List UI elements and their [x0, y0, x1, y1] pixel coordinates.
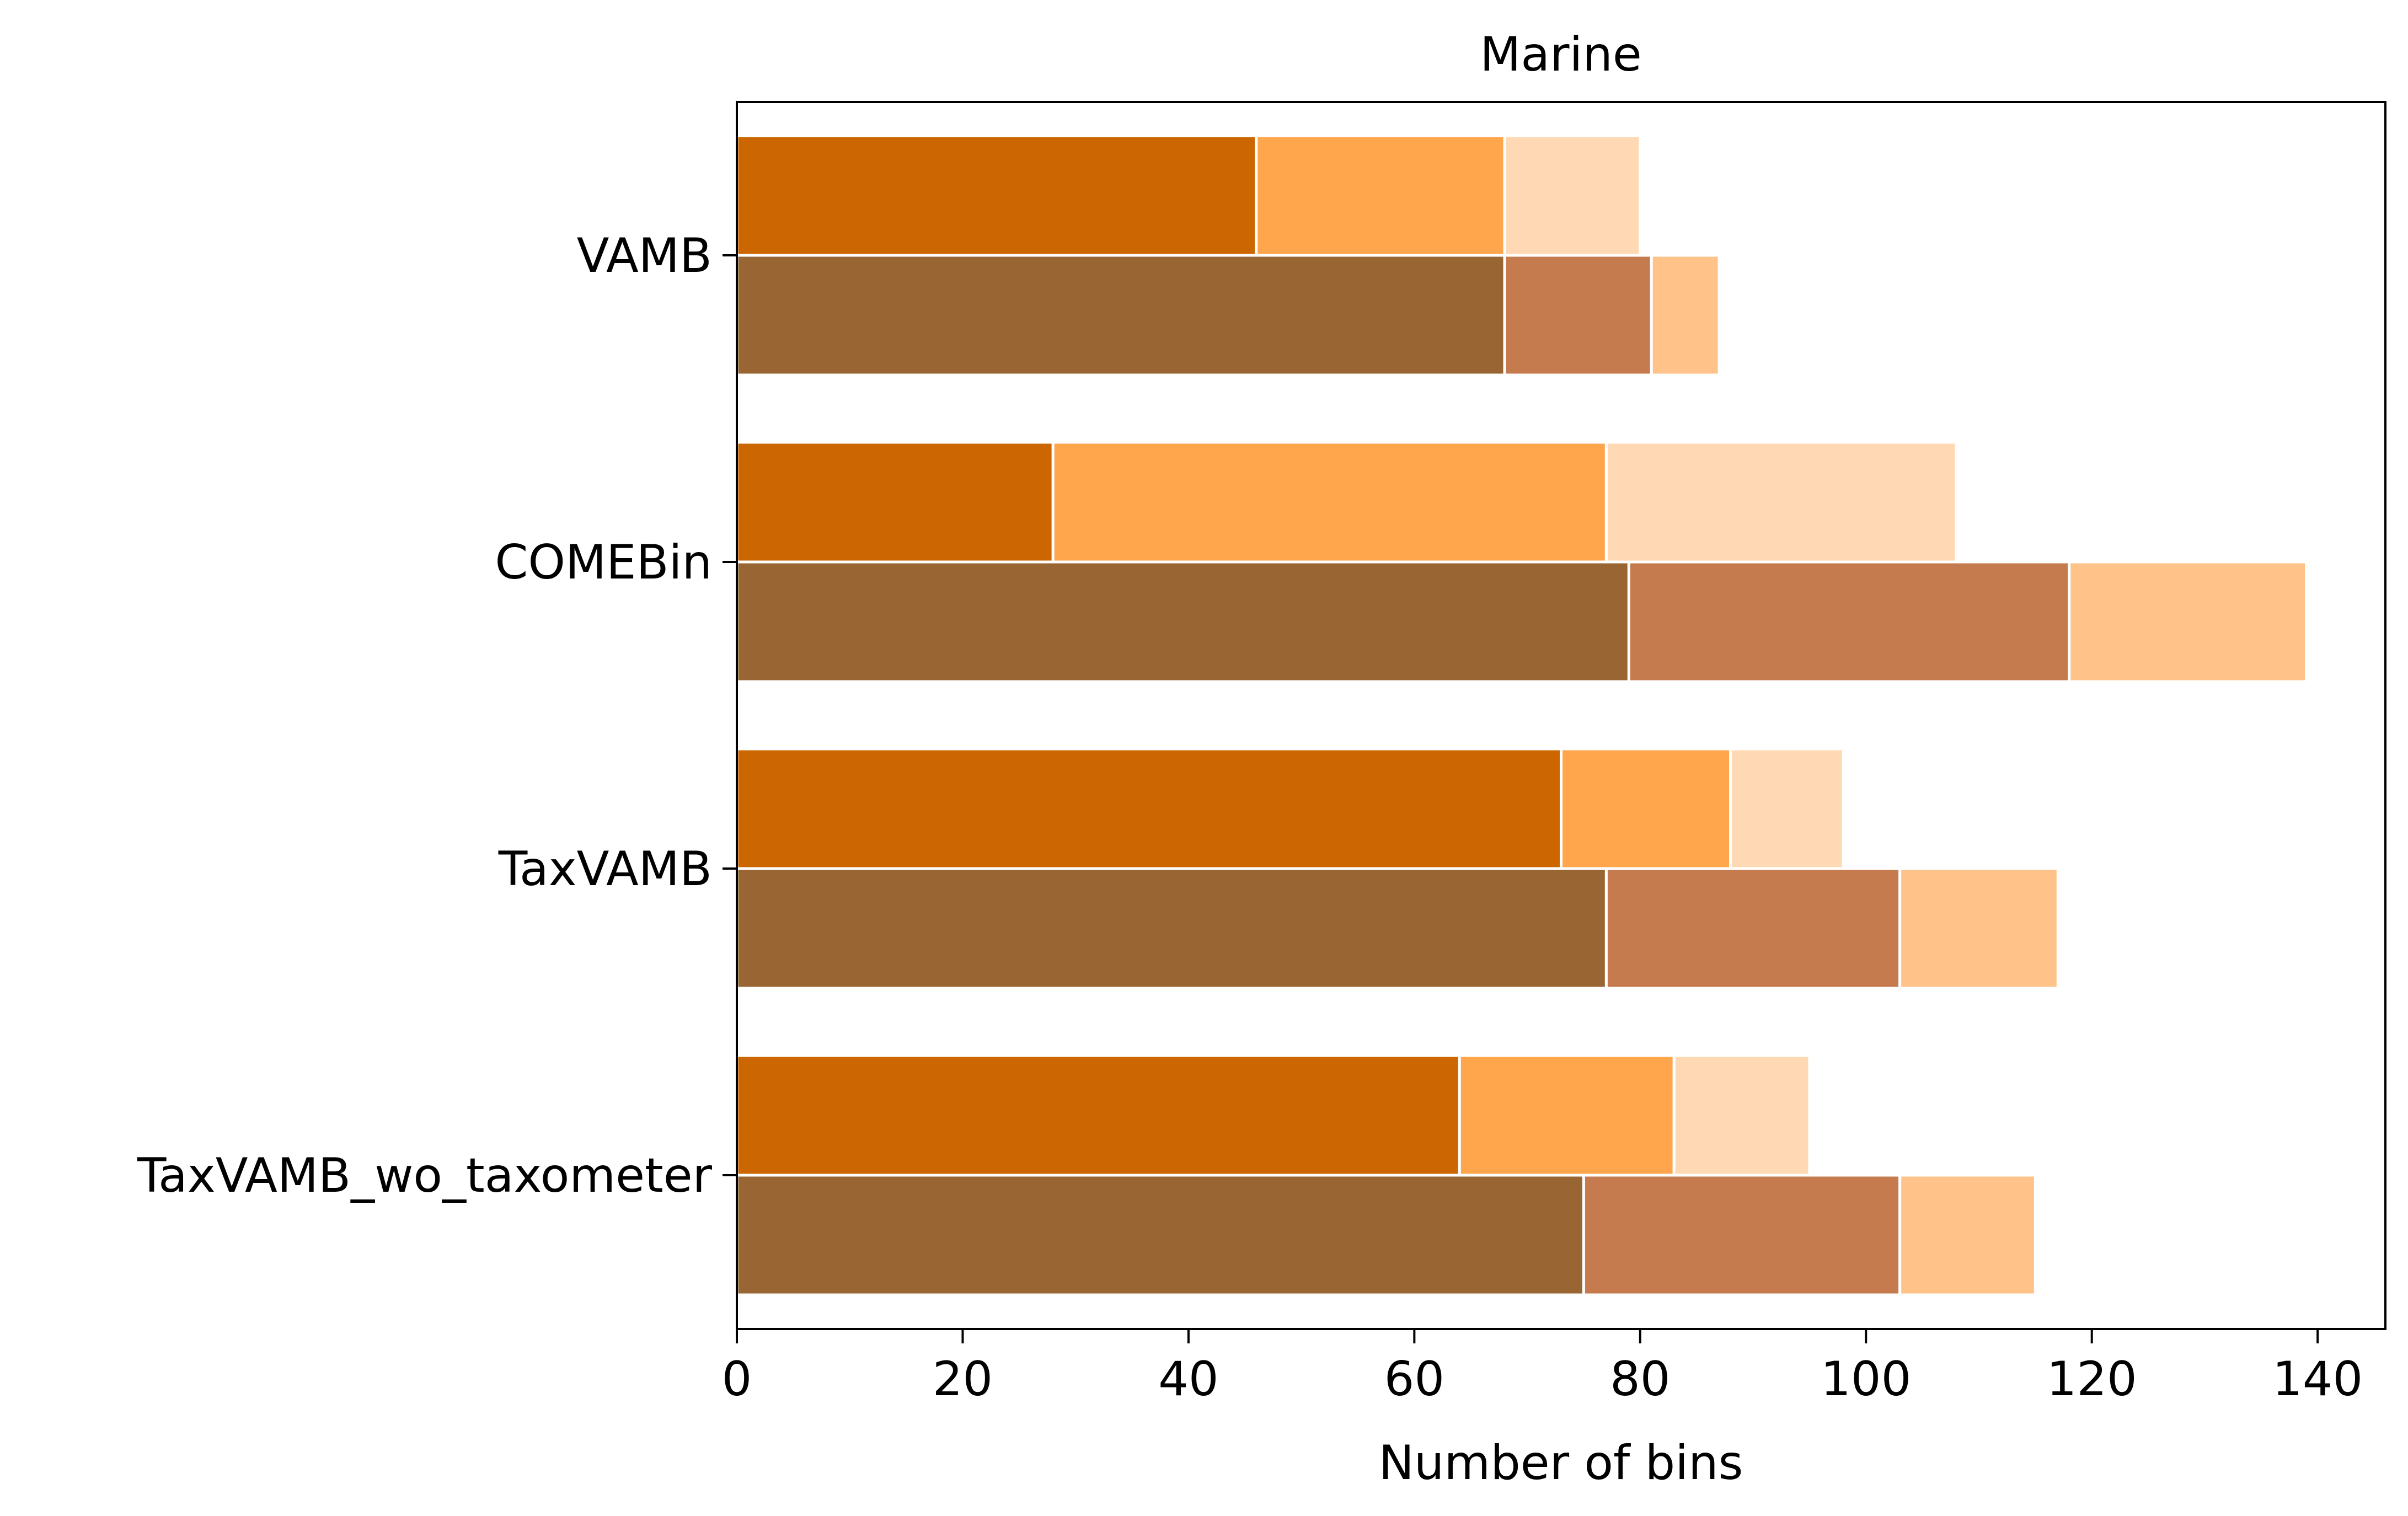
bar-taxvamb-wo-taxometer-group-2-segment-2	[1582, 1174, 1902, 1297]
y-tick-label: TaxVAMB_wo_taxometer	[137, 1148, 713, 1203]
bar-taxvamb-wo-taxometer-group-1-segment-1	[735, 1054, 1461, 1177]
y-axis-ticks: VAMB COMEBin TaxVAMB TaxVAMB_wo_taxometer	[137, 228, 737, 1203]
x-tick-label: 140	[2272, 1352, 2363, 1407]
bar-taxvamb-group-2-segment-3	[1898, 867, 2059, 990]
x-tick-label: 80	[1610, 1352, 1670, 1407]
x-tick-label: 20	[933, 1352, 993, 1407]
bar-taxvamb-group-1-segment-2	[1560, 747, 1732, 870]
bar-vamb-group-1-segment-1	[735, 134, 1258, 257]
bar-vamb-group-1-segment-3	[1503, 134, 1642, 257]
bar-comebin-group-1-segment-3	[1604, 441, 1958, 564]
x-tick-label: 60	[1384, 1352, 1444, 1407]
bar-taxvamb-wo-taxometer-group-2-segment-1	[735, 1174, 1585, 1297]
bar-taxvamb-group-1-segment-3	[1729, 747, 1845, 870]
x-tick-label: 120	[2047, 1352, 2137, 1407]
bars-layer	[735, 134, 2308, 1297]
x-tick-label: 0	[722, 1352, 752, 1407]
bar-taxvamb-group-1-segment-1	[735, 747, 1562, 870]
bar-vamb-group-2-segment-2	[1503, 254, 1653, 377]
chart-title: Marine	[1480, 27, 1642, 82]
bar-comebin-group-2-segment-1	[735, 560, 1630, 683]
bar-comebin-group-2-segment-2	[1627, 560, 2071, 683]
y-tick-label: COMEBin	[495, 535, 712, 590]
bar-comebin-group-1-segment-2	[1051, 441, 1608, 564]
plot-frame	[736, 101, 2386, 1330]
y-tick-label: VAMB	[577, 228, 712, 283]
x-axis-label: Number of bins	[1379, 1435, 1743, 1491]
bar-taxvamb-wo-taxometer-group-2-segment-3	[1898, 1174, 2037, 1297]
bar-vamb-group-2-segment-1	[735, 254, 1506, 377]
y-tick-label: TaxVAMB	[498, 842, 712, 897]
bar-taxvamb-wo-taxometer-group-1-segment-2	[1458, 1054, 1676, 1177]
bar-vamb-group-1-segment-2	[1255, 134, 1506, 257]
x-axis-ticks: 0 20 40 60 80 100 120 140	[722, 1329, 2363, 1407]
bar-vamb-group-2-segment-3	[1650, 254, 1721, 377]
bar-taxvamb-group-2-segment-1	[735, 867, 1608, 990]
bar-taxvamb-group-2-segment-2	[1604, 867, 1902, 990]
bar-taxvamb-wo-taxometer-group-1-segment-3	[1672, 1054, 1811, 1177]
x-tick-label: 40	[1158, 1352, 1218, 1407]
bar-comebin-group-2-segment-3	[2068, 560, 2308, 683]
bar-comebin-group-1-segment-1	[735, 441, 1055, 564]
x-tick-label: 100	[1821, 1352, 1911, 1407]
